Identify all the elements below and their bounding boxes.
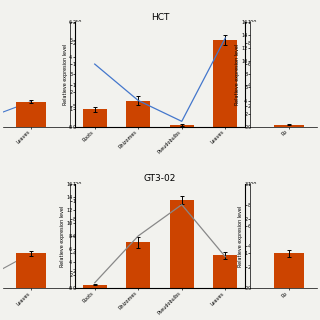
Y-axis label: FPKM: FPKM: [84, 68, 89, 81]
Y-axis label: Relatieve expresion level: Relatieve expresion level: [238, 205, 243, 267]
Title: HCT: HCT: [151, 12, 169, 22]
Y-axis label: FPKM: FPKM: [84, 229, 89, 243]
Bar: [83, 285, 107, 288]
Bar: [170, 125, 194, 126]
Y-axis label: FPKM: FPKM: [259, 68, 263, 81]
Bar: [126, 100, 150, 126]
Bar: [16, 253, 46, 288]
Bar: [170, 200, 194, 288]
Y-axis label: FPKM: FPKM: [259, 229, 263, 243]
Bar: [83, 109, 107, 126]
Title: GT3-02: GT3-02: [144, 174, 176, 183]
Y-axis label: Relatieve expresion level: Relatieve expresion level: [60, 205, 65, 267]
Bar: [126, 243, 150, 288]
Bar: [213, 255, 237, 288]
Bar: [274, 124, 304, 126]
Bar: [16, 101, 46, 126]
Bar: [213, 40, 237, 126]
Y-axis label: Relatieve expresion level: Relatieve expresion level: [63, 44, 68, 105]
Y-axis label: Relatieve expresion level: Relatieve expresion level: [235, 44, 240, 105]
Bar: [274, 253, 304, 288]
